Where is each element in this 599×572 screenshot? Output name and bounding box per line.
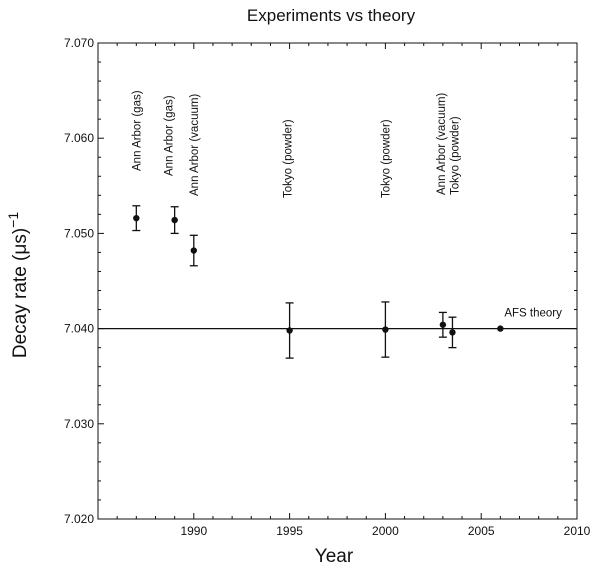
y-tick-label: 7.060 xyxy=(64,131,94,145)
y-tick-label: 7.020 xyxy=(64,512,94,526)
data-point xyxy=(382,326,389,333)
x-tick-label: 1995 xyxy=(276,524,303,538)
y-axis-label: Decay rate (μs)−1 xyxy=(5,212,31,358)
y-tick-label: 7.030 xyxy=(64,417,94,431)
data-point xyxy=(439,321,447,328)
x-tick-label: 2010 xyxy=(564,524,591,538)
point-label: Ann Arbor (gas) xyxy=(131,90,143,171)
point-label: Ann Arbor (gas) xyxy=(164,95,176,176)
data-points xyxy=(132,205,504,359)
x-tick-label: 1990 xyxy=(180,524,207,538)
y-axis-label-text: Decay rate (μs) xyxy=(10,228,31,358)
x-axis-label: Year xyxy=(315,546,354,567)
point-label: Tokyo (powder) xyxy=(449,116,461,195)
point-label: Ann Arbor (vacuum) xyxy=(189,94,201,196)
data-point xyxy=(133,214,140,222)
point-annotations: Ann Arbor (gas) Ann Arbor (gas) Ann Arbor … xyxy=(131,90,562,319)
point-label: Tokyo (powder) xyxy=(380,119,392,198)
point-label: Tokyo (powder) xyxy=(283,119,295,198)
chart-title: Experiments vs theory xyxy=(247,6,416,25)
x-tick-label: 2000 xyxy=(372,524,399,538)
y-tick-label: 7.050 xyxy=(64,226,94,240)
data-point xyxy=(190,247,197,254)
y-tick-label: 7.070 xyxy=(64,36,94,50)
data-point xyxy=(286,327,293,334)
axis-tick-labels: 1990 1995 2000 2005 2010 7.020 7.030 7.040 7.050… xyxy=(64,36,591,538)
theory-label: AFS theory xyxy=(504,308,562,320)
y-tick-label: 7.040 xyxy=(64,322,94,336)
data-point xyxy=(497,325,504,332)
axis-ticks xyxy=(98,42,578,520)
point-label: Ann Arbor (vacuum) xyxy=(436,93,448,195)
plot-frame xyxy=(97,42,578,520)
data-point xyxy=(449,329,456,336)
data-point xyxy=(171,216,178,224)
x-tick-label: 2005 xyxy=(468,524,495,538)
y-axis-label-superscript: −1 xyxy=(5,212,21,228)
